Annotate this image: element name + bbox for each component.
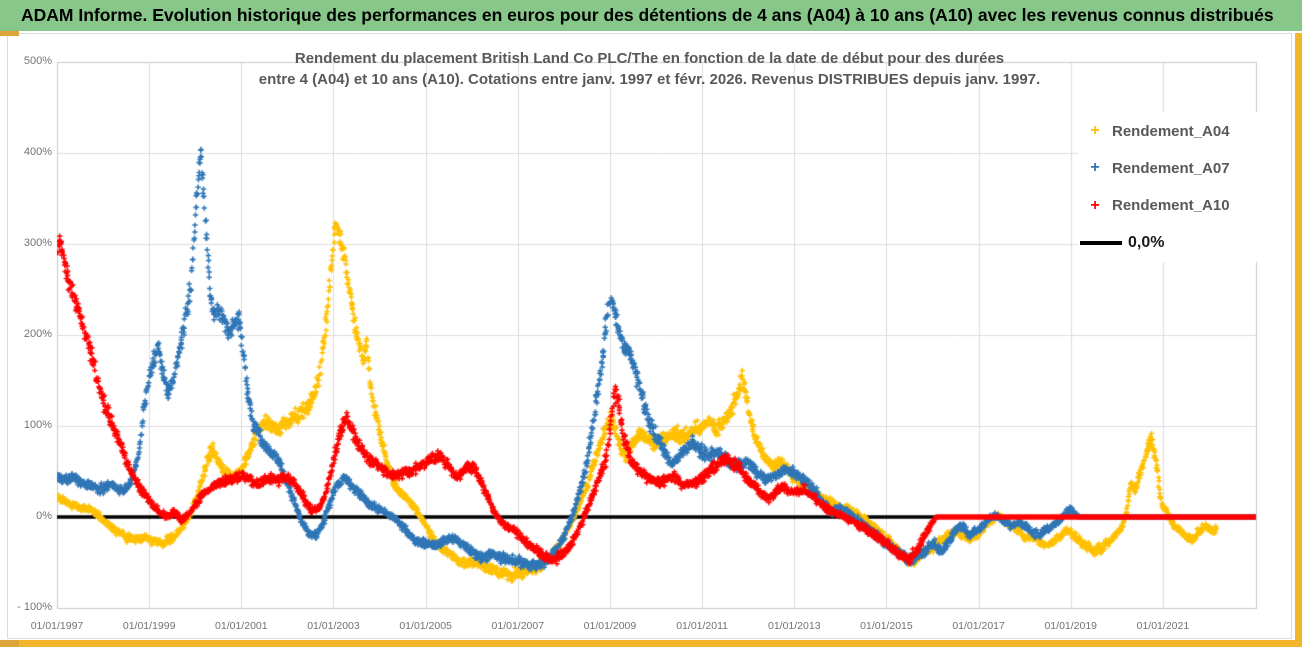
gold-accent-bottom <box>0 640 1302 647</box>
y-axis-tick-label: 500% <box>23 55 52 67</box>
gold-accent-top-left <box>0 31 19 36</box>
chart-title: Rendement du placement British Land Co P… <box>7 48 1292 90</box>
legend-label: Rendement_A04 <box>1112 122 1230 140</box>
chart-legend: + Rendement_A04 + Rendement_A07 + Rendem… <box>1078 112 1268 262</box>
legend-label: Rendement_A07 <box>1112 159 1230 177</box>
plus-marker-icon: + <box>1090 196 1100 214</box>
chart-title-line2: entre 4 (A04) et 10 ans (A10). Cotations… <box>258 71 1041 88</box>
plus-marker-icon: + <box>1090 122 1100 139</box>
chart-title-line1: Rendement du placement British Land Co P… <box>294 50 1005 67</box>
x-axis-tick-label: 01/01/1999 <box>122 620 176 632</box>
y-axis-tick-label: 400% <box>23 146 52 158</box>
legend-item-rendement-a04[interactable]: + Rendement_A04 <box>1078 116 1268 146</box>
x-axis-tick-label: 01/01/2019 <box>1044 620 1098 632</box>
legend-label: 0,0% <box>1128 233 1165 251</box>
x-axis-tick-label: 01/01/2015 <box>860 620 913 632</box>
gold-accent-right <box>1295 33 1302 640</box>
plus-marker-icon: + <box>1090 159 1100 177</box>
header-title-bar: ADAM Informe. Evolution historique des p… <box>0 0 1302 31</box>
y-axis-tick-label: - 100% <box>17 601 52 613</box>
x-axis-tick-label: 01/01/2011 <box>676 620 728 632</box>
y-axis-tick-label: 200% <box>23 328 52 340</box>
legend-item-zero-line[interactable]: 0,0% <box>1078 228 1268 258</box>
x-axis-tick-label: 01/01/2003 <box>307 620 360 632</box>
legend-item-rendement-a07[interactable]: + Rendement_A07 <box>1078 153 1268 183</box>
x-axis-tick-label: 01/01/2017 <box>952 620 1005 632</box>
x-axis-tick-label: 01/01/2013 <box>767 620 821 632</box>
gold-accent-bottom-left <box>0 640 19 647</box>
legend-item-rendement-a10[interactable]: + Rendement_A10 <box>1078 191 1268 221</box>
zero-line-swatch-icon <box>1080 240 1122 245</box>
x-axis-tick-label: 01/01/2021 <box>1136 620 1190 632</box>
x-axis-tick-label: 01/01/2007 <box>491 620 545 632</box>
x-axis-tick-label: 01/01/2009 <box>583 620 637 632</box>
x-axis-tick-label: 01/01/2001 <box>215 620 268 632</box>
y-axis-tick-label: 300% <box>23 237 52 249</box>
legend-label: Rendement_A10 <box>1112 197 1230 215</box>
x-axis-tick-label: 01/01/1997 <box>30 620 84 632</box>
y-axis-tick-label: 0% <box>36 510 52 522</box>
x-axis-tick-label: 01/01/2005 <box>399 620 452 632</box>
y-axis-tick-label: 100% <box>23 419 52 431</box>
